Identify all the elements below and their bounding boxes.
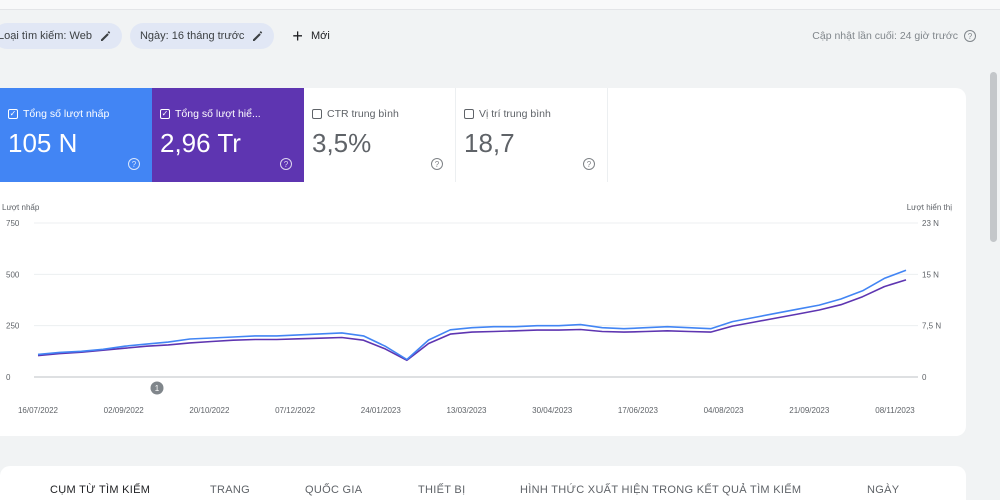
checkbox-checked-icon[interactable]: ✓ [8,109,18,119]
annotation-marker-circle[interactable] [150,381,164,395]
help-icon[interactable]: ? [128,158,140,170]
x-tick-label: 30/04/2023 [532,406,573,415]
metric-label: Tổng số lượt nhấp [23,108,110,120]
edit-icon [100,31,111,41]
x-tick-label: 04/08/2023 [704,406,745,415]
help-icon[interactable]: ? [583,158,595,170]
x-tick-label: 08/11/2023 [875,406,915,415]
tab-pages[interactable]: TRANG [210,484,250,496]
clicks-series-line [37,269,907,361]
left-tick-label: 0 [6,373,11,382]
metric-total-impressions[interactable]: ✓ Tổng số lượt hiể... 2,96 Tr ? [152,88,304,182]
checkbox-unchecked-icon[interactable] [464,109,474,119]
left-axis-label: Lượt nhấp [2,203,40,212]
impressions-series-line [37,279,907,362]
scrollbar[interactable] [986,60,1000,500]
metric-tiles: ✓ Tổng số lượt nhấp 105 N ? ✓ Tổng số lượt… [0,88,608,182]
checkbox-checked-icon[interactable]: ✓ [160,109,170,119]
metric-value: 105 N [8,128,78,158]
right-axis-label: Lượt hiển thị [907,203,953,212]
right-tick-label: 7,5 N [922,322,941,331]
x-tick-label: 21/09/2023 [789,406,830,415]
search-type-chip-label: Loại tìm kiếm: Web [0,30,92,42]
search-type-chip[interactable]: Loại tìm kiếm: Web [0,23,122,49]
performance-card: ✓ Tổng số lượt nhấp 105 N ? ✓ Tổng số lượt… [0,88,966,436]
x-tick-label: 16/07/2022 [18,406,59,415]
tab-devices[interactable]: THIẾT BỊ [418,484,466,496]
top-strip [0,0,1000,10]
new-filter-label: Mới [310,30,330,42]
metric-average-ctr[interactable]: CTR trung bình 3,5% ? [304,88,456,182]
annotation-marker[interactable]: 1 [150,381,164,395]
metric-label: CTR trung bình [327,108,399,120]
date-chip[interactable]: Ngày: 16 tháng trước [129,23,275,49]
x-tick-label: 07/12/2022 [275,406,316,415]
x-tick-label: 17/06/2023 [618,406,659,415]
filter-toolbar: Loại tìm kiếm: Web Ngày: 16 tháng trước … [0,22,990,50]
left-tick-label: 500 [6,270,20,279]
x-tick-label: 13/03/2023 [446,406,487,415]
plus-icon: + [292,26,303,46]
annotation-marker-label: 1 [155,384,160,393]
tab-queries[interactable]: CỤM TỪ TÌM KIẾM [50,484,151,496]
metric-value: 18,7 [464,128,515,158]
help-icon[interactable]: ? [964,30,976,42]
checkbox-unchecked-icon[interactable] [312,109,322,119]
left-tick-label: 750 [6,219,20,228]
x-tick-label: 20/10/2022 [189,406,230,415]
tab-dates[interactable]: NGÀY [867,484,900,496]
metric-value: 3,5% [312,128,372,158]
dimension-tabs: CỤM TỪ TÌM KIẾM TRANG QUỐC GIA THIẾT BỊ … [0,466,966,500]
date-chip-label: Ngày: 16 tháng trước [139,30,245,42]
last-updated: Cập nhật lần cuối: 24 giờ trước ? [812,30,990,42]
tab-search-appearance[interactable]: HÌNH THỨC XUẤT HIỆN TRONG KẾT QUẢ TÌM KI… [520,484,802,496]
metric-label: Vị trí trung bình [479,108,551,120]
right-tick-label: 15 N [922,270,939,279]
help-icon[interactable]: ? [280,158,292,170]
x-tick-label: 24/01/2023 [361,406,402,415]
scrollbar-thumb[interactable] [990,72,997,242]
right-tick-label: 23 N [922,219,939,228]
help-icon[interactable]: ? [431,158,443,170]
metric-label: Tổng số lượt hiể... [175,108,261,120]
left-tick-label: 250 [6,322,20,331]
right-tick-label: 0 [922,373,927,382]
new-filter-button[interactable]: + Mới [292,27,329,45]
x-tick-label: 02/09/2022 [104,406,145,415]
edit-icon [253,31,264,41]
metric-value: 2,96 Tr [160,128,241,158]
metric-total-clicks[interactable]: ✓ Tổng số lượt nhấp 105 N ? [0,88,152,182]
tab-countries[interactable]: QUỐC GIA [305,484,363,496]
last-updated-text: Cập nhật lần cuối: 24 giờ trước [812,30,958,42]
performance-chart: Lượt nhấp Lượt hiển thị 750 23 N 500 15 N 25… [2,203,953,415]
metric-average-position[interactable]: Vị trí trung bình 18,7 ? [456,88,608,182]
